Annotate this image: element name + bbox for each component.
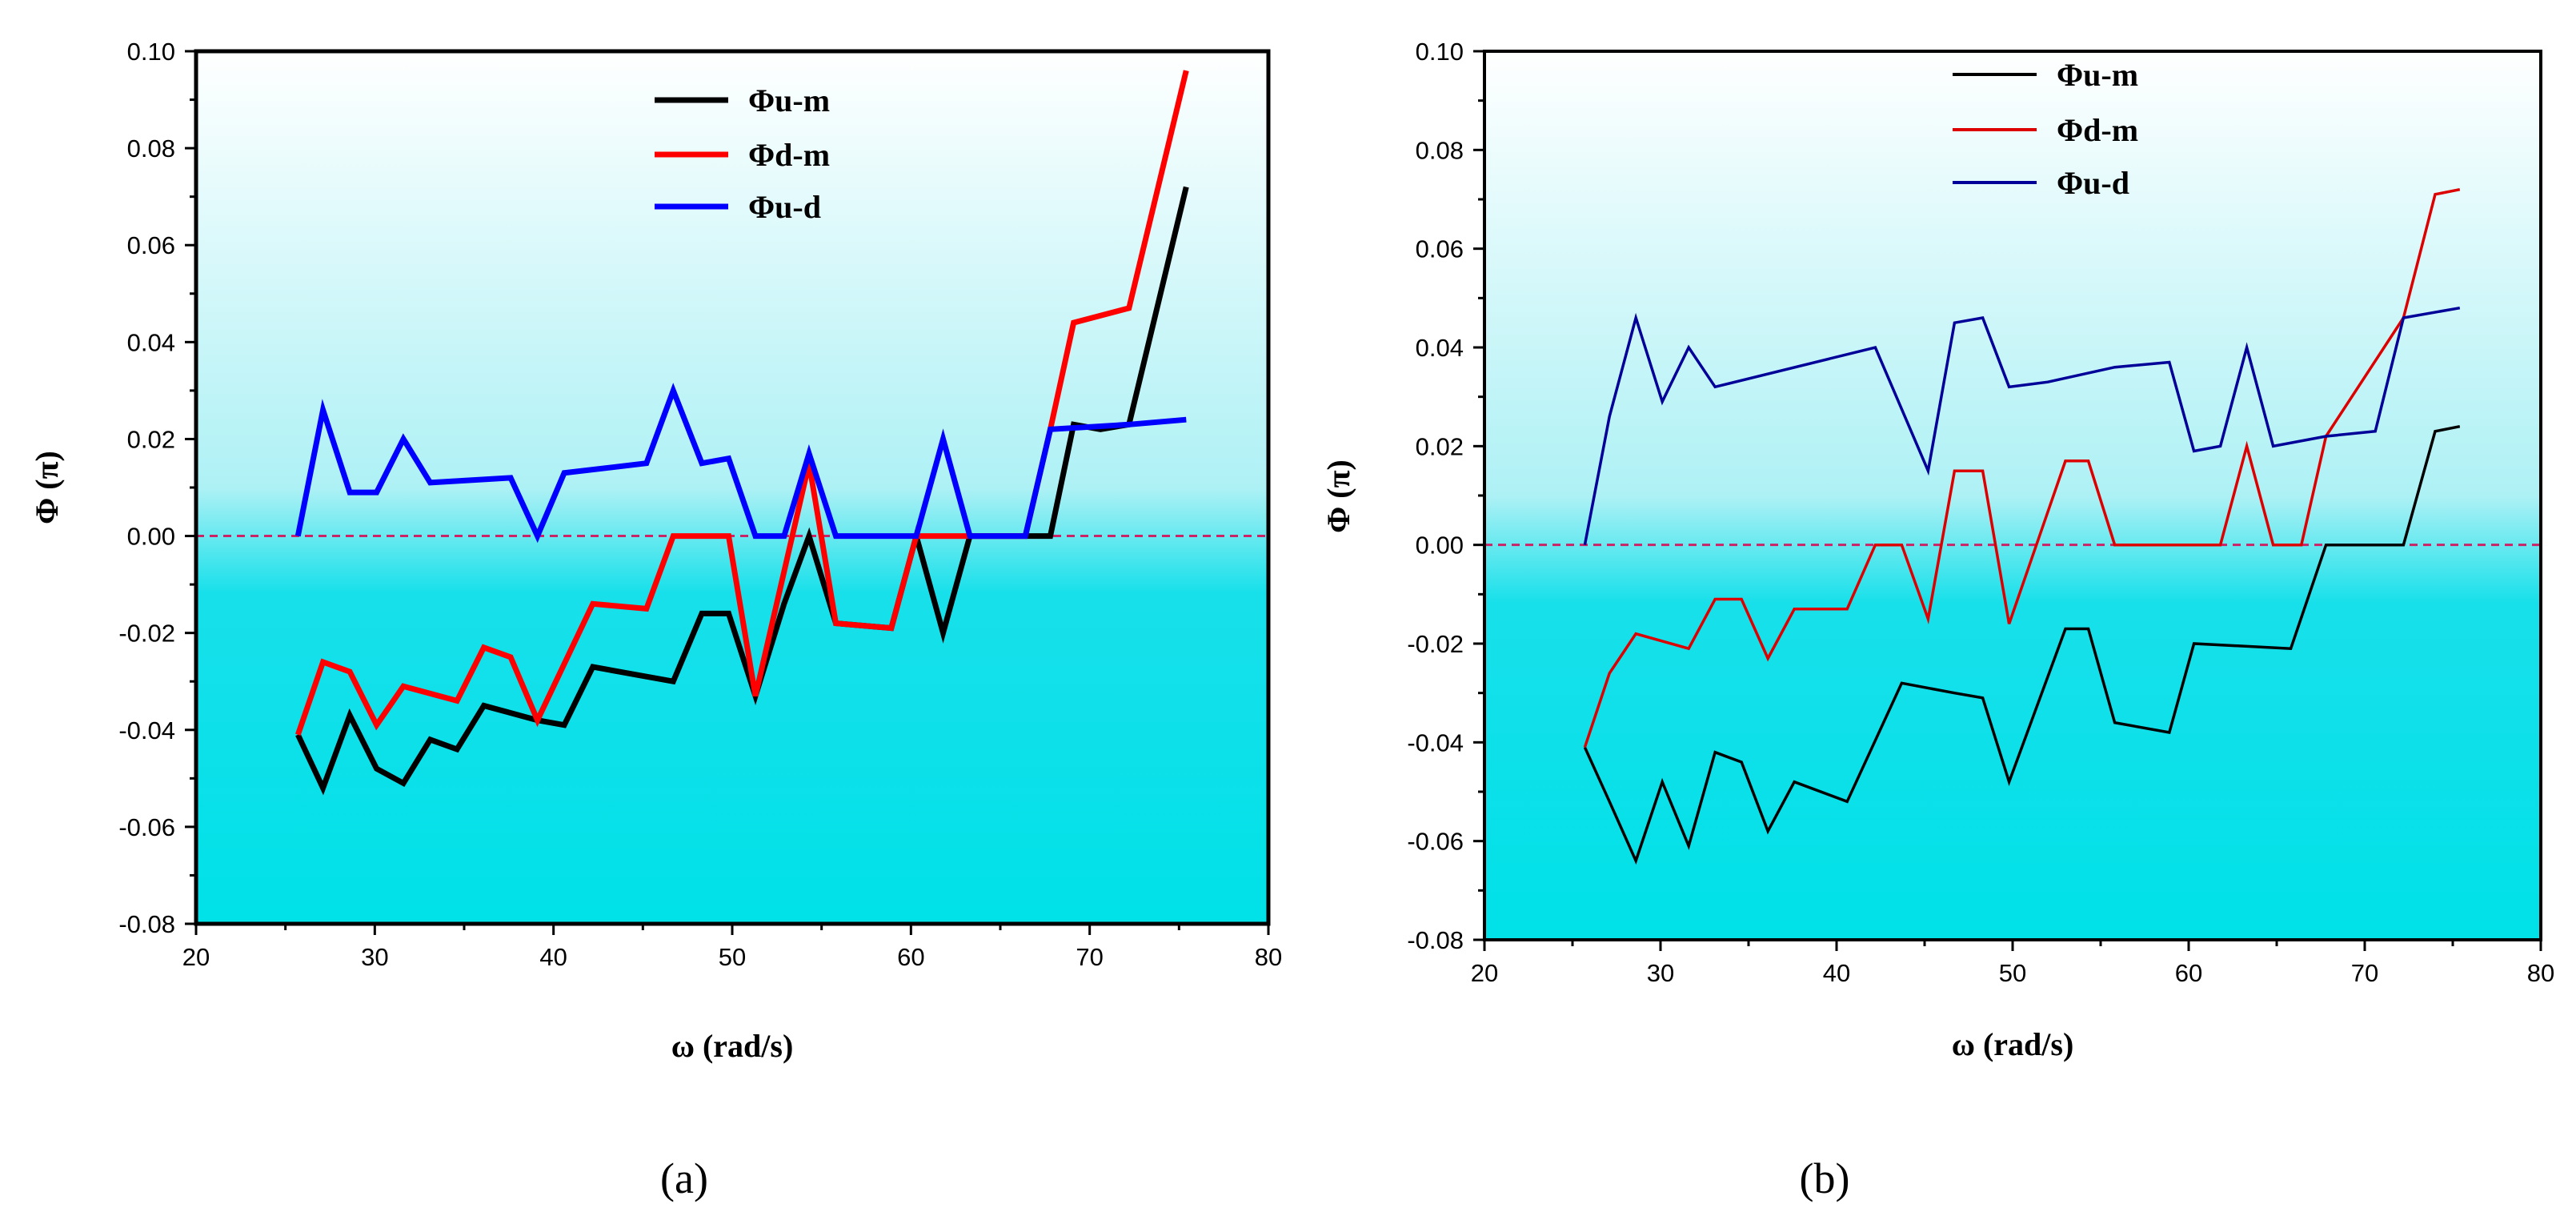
series-line-ud xyxy=(1583,306,2461,546)
series-line-um xyxy=(295,186,1189,796)
legend-label-d-m: Φd-m xyxy=(748,137,830,173)
x-tick-label: 50 xyxy=(1999,959,2026,987)
legend: Φu-m Φd-m Φu-d xyxy=(1953,57,2138,201)
y-tick-label: 0.04 xyxy=(1416,334,1464,362)
x-tick-label: 80 xyxy=(1255,943,1282,971)
y-tick-label: 0.06 xyxy=(127,231,175,259)
x-tick-label: 30 xyxy=(361,943,388,971)
x-axis-title: ω (rad/s) xyxy=(671,1028,794,1064)
y-tick-label: -0.04 xyxy=(1407,728,1464,756)
legend-label-u-m: Φu-m xyxy=(2057,57,2138,93)
y-tick-label: -0.06 xyxy=(1407,828,1464,856)
y-tick-label: -0.02 xyxy=(118,620,175,648)
legend: Φu-m Φd-m Φu-d xyxy=(655,82,830,225)
x-tick-label: 60 xyxy=(897,943,924,971)
y-tick-label: -0.02 xyxy=(1407,630,1464,658)
y-tick-label: 0.10 xyxy=(127,38,175,66)
x-axis-title: ω (rad/s) xyxy=(1952,1026,2074,1062)
x-tick-label: 60 xyxy=(2175,959,2202,987)
y-axis-title: Φ (π) xyxy=(1320,460,1356,533)
legend-label-u-m: Φu-m xyxy=(748,82,830,118)
y-tick-label: 0.08 xyxy=(127,134,175,163)
series-line-um xyxy=(1583,424,2461,865)
x-tick-label: 30 xyxy=(1647,959,1674,987)
legend-label-d-m: Φd-m xyxy=(2057,112,2138,148)
y-tick-label: 0.08 xyxy=(1416,136,1464,164)
x-tick-label: 50 xyxy=(719,943,746,971)
plot-background xyxy=(1484,51,2541,940)
panel-caption: (b) xyxy=(1800,1154,1850,1202)
x-tick-label: 40 xyxy=(539,943,567,971)
x-tick-label: 20 xyxy=(182,943,210,971)
y-tick-label: 0.06 xyxy=(1416,235,1464,263)
plot-background xyxy=(196,51,1268,924)
y-tick-label: -0.08 xyxy=(1407,926,1464,954)
series-line-ud xyxy=(294,383,1187,544)
x-tick-label: 20 xyxy=(1471,959,1498,987)
x-tick-label: 40 xyxy=(1823,959,1850,987)
y-tick-label: 0.04 xyxy=(127,328,175,356)
chart-panel-a: 20 30 40 50 60 70 80 -0.08 -0.06 -0.04 -0.02 0.00 0.… xyxy=(29,38,1282,1202)
y-tick-label: -0.04 xyxy=(118,716,175,744)
y-tick-label: 0.10 xyxy=(1416,38,1464,66)
series-line-dm xyxy=(1583,187,2461,748)
y-tick-label: 0.00 xyxy=(127,523,175,551)
y-tick-label: 0.02 xyxy=(1416,432,1464,460)
x-tick-label: 70 xyxy=(2351,959,2378,987)
y-axis-title: Φ (π) xyxy=(29,451,65,524)
chart-panel-b: 20 30 40 50 60 70 80 -0.08 -0.06 -0.04 -0.02 0.00 0.… xyxy=(1320,38,2554,1202)
panel-caption: (a) xyxy=(660,1154,708,1202)
legend-label-u-d: Φu-d xyxy=(748,189,821,225)
y-tick-label: -0.08 xyxy=(118,910,175,938)
legend-label-u-d: Φu-d xyxy=(2057,165,2129,201)
y-tick-label: 0.00 xyxy=(1416,532,1464,560)
x-tick-label: 80 xyxy=(2527,959,2554,987)
x-tick-label: 70 xyxy=(1076,943,1103,971)
y-tick-label: 0.02 xyxy=(127,425,175,453)
y-tick-label: -0.06 xyxy=(118,813,175,841)
